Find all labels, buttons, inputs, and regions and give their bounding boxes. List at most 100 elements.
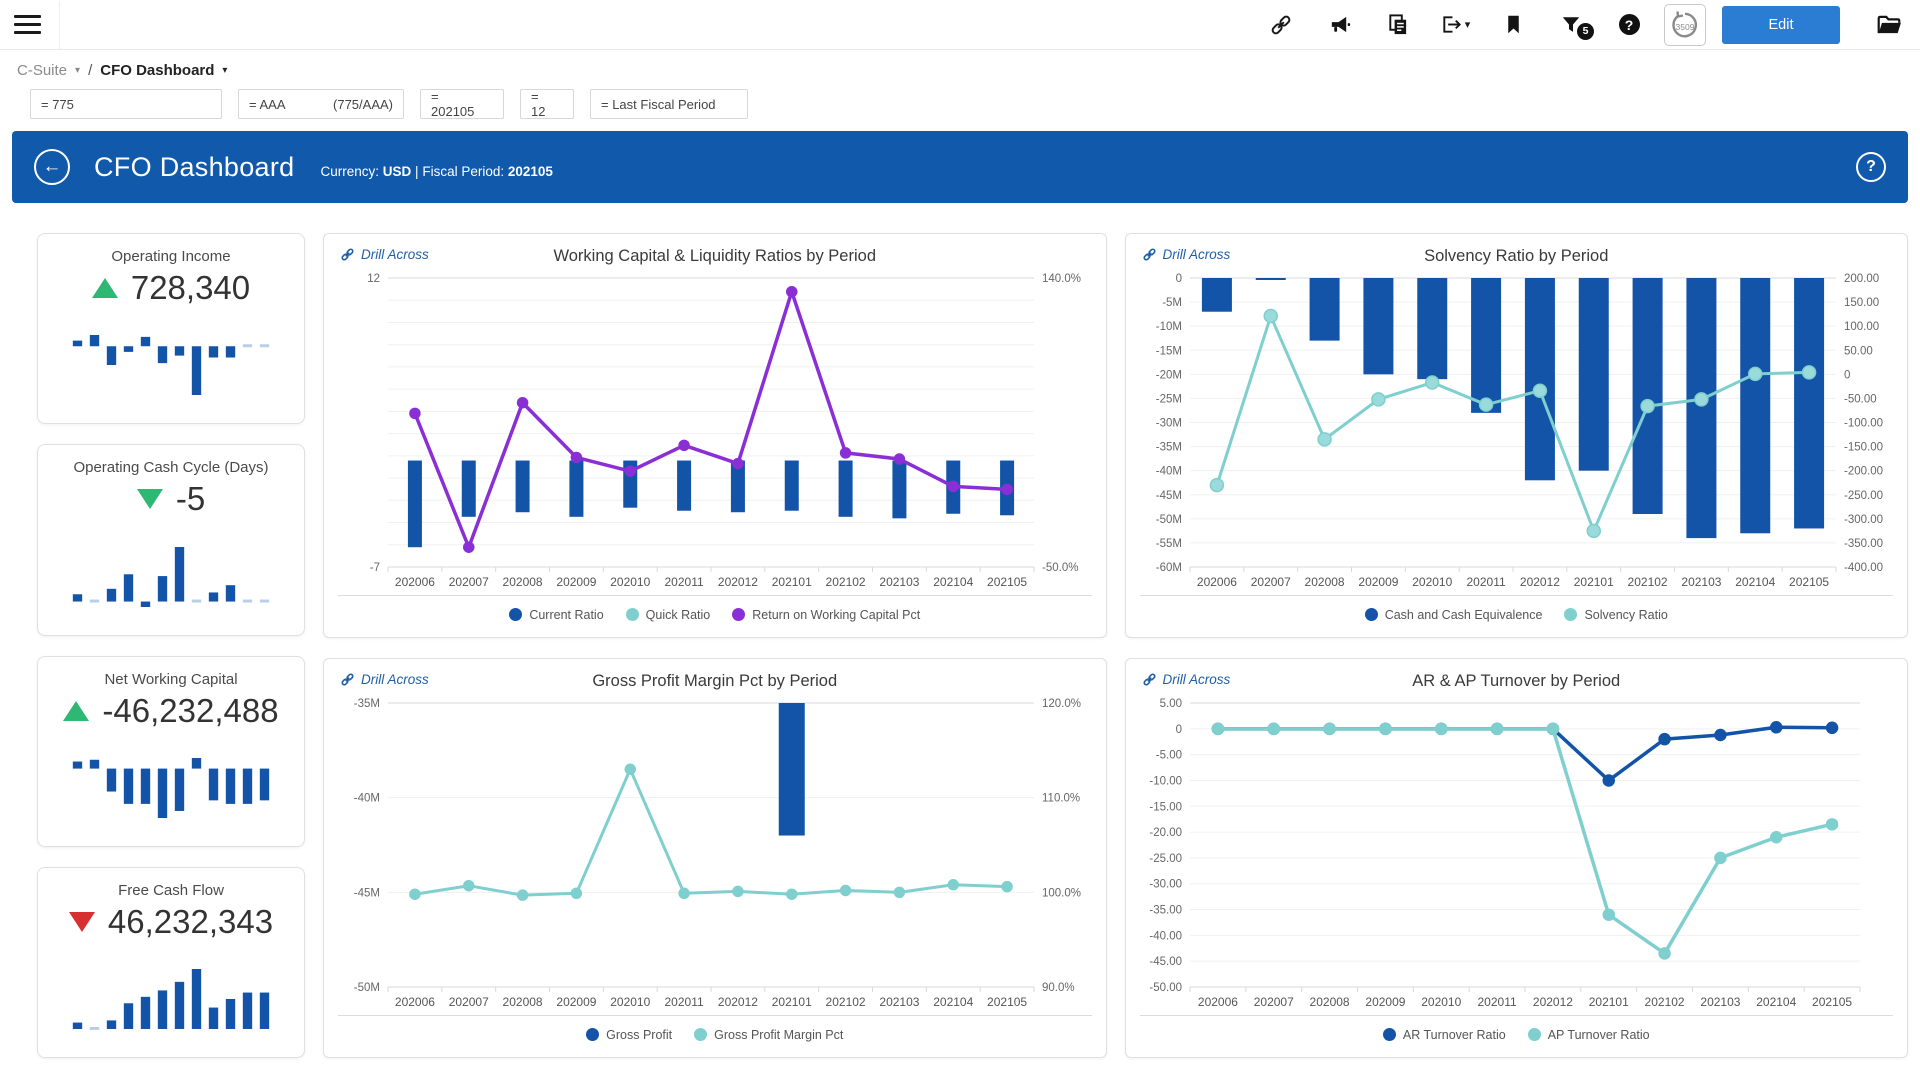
bookmark-button[interactable] — [1496, 8, 1530, 42]
kpi-value: 46,232,343 — [108, 903, 273, 941]
svg-text:202103: 202103 — [1700, 995, 1740, 1009]
filter-chip[interactable]: = 12 — [520, 89, 574, 119]
link-icon — [1142, 672, 1157, 687]
filter-chip[interactable]: = Last Fiscal Period — [590, 89, 748, 119]
svg-text:100.00: 100.00 — [1844, 321, 1879, 333]
svg-text:110.0%: 110.0% — [1042, 793, 1080, 805]
copy-pages-icon — [1386, 13, 1409, 36]
chart-plot[interactable]: -35M-40M-45M-50M120.0%110.0%100.0%90.0%2… — [338, 695, 1092, 1013]
svg-text:202101: 202101 — [772, 995, 812, 1009]
drill-across-link[interactable]: Drill Across — [1142, 672, 1231, 687]
breadcrumb-current[interactable]: CFO Dashboard — [100, 62, 214, 79]
legend-label: Current Ratio — [529, 608, 603, 622]
filter-chip[interactable]: = AAA(775/AAA) — [238, 89, 404, 119]
svg-text:202010: 202010 — [610, 995, 650, 1009]
export-button[interactable]: ▾ — [1438, 8, 1472, 42]
svg-text:-45.00: -45.00 — [1149, 956, 1182, 968]
legend-item[interactable]: Current Ratio — [509, 608, 603, 622]
link-icon — [340, 247, 355, 262]
svg-text:-40M: -40M — [354, 793, 380, 805]
kpi-value: -46,232,488 — [102, 692, 278, 730]
help-icon — [1619, 14, 1640, 35]
legend-item[interactable]: Gross Profit Margin Pct — [694, 1028, 843, 1042]
chart-title: Solvency Ratio by Period — [1140, 247, 1894, 266]
svg-text:-10M: -10M — [1155, 321, 1181, 333]
help-button[interactable] — [1612, 8, 1646, 42]
filter-chip[interactable]: = 775 — [30, 89, 222, 119]
legend-item[interactable]: Quick Ratio — [626, 608, 711, 622]
svg-text:202008: 202008 — [503, 575, 543, 589]
briefcase-button[interactable] — [1872, 8, 1906, 42]
svg-text:-50M: -50M — [354, 982, 380, 994]
svg-text:202011: 202011 — [1477, 995, 1516, 1009]
svg-text:202007: 202007 — [449, 575, 489, 589]
filter-count-badge: 5 — [1577, 23, 1594, 40]
svg-text:-55M: -55M — [1155, 538, 1181, 550]
bookmark-icon — [1503, 14, 1524, 35]
svg-text:0: 0 — [1844, 369, 1850, 381]
legend-label: Cash and Cash Equivalence — [1385, 608, 1543, 622]
copy-report-button[interactable] — [1380, 8, 1414, 42]
svg-text:0: 0 — [1175, 724, 1181, 736]
chart-title: AR & AP Turnover by Period — [1140, 672, 1894, 691]
legend-dot-icon — [1564, 608, 1577, 621]
legend-item[interactable]: Cash and Cash Equivalence — [1365, 608, 1543, 622]
svg-text:140.0%: 140.0% — [1042, 273, 1081, 285]
svg-text:202011: 202011 — [665, 995, 704, 1009]
link-icon — [340, 672, 355, 687]
svg-text:202105: 202105 — [1812, 995, 1852, 1009]
legend-item[interactable]: Solvency Ratio — [1564, 608, 1667, 622]
chart-title: Working Capital & Liquidity Ratios by Pe… — [338, 247, 1092, 266]
drill-across-link[interactable]: Drill Across — [340, 672, 429, 687]
hamburger-menu-icon[interactable] — [14, 15, 41, 34]
chevron-down-icon[interactable] — [222, 65, 227, 76]
kpi-card-operating-cash-cycle[interactable]: Operating Cash Cycle (Days) -5 — [37, 444, 305, 635]
svg-text:202012: 202012 — [1519, 575, 1559, 589]
chart-plot[interactable]: 5.000-5.00-10.00-15.00-20.00-25.00-30.00… — [1140, 695, 1894, 1013]
legend-item[interactable]: AP Turnover Ratio — [1528, 1028, 1650, 1042]
svg-text:202010: 202010 — [1412, 575, 1452, 589]
kpi-sparkline — [69, 967, 273, 1031]
legend-item[interactable]: Gross Profit — [586, 1028, 672, 1042]
svg-text:5.00: 5.00 — [1159, 698, 1181, 710]
toolbar-divider — [59, 1, 60, 49]
chart-plot[interactable]: 0-5M-10M-15M-20M-25M-30M-35M-40M-45M-50M… — [1140, 270, 1894, 593]
chart-panel-solvency-ratio: Drill Across Solvency Ratio by Period 0 -… — [1125, 233, 1909, 638]
legend-label: AR Turnover Ratio — [1403, 1028, 1506, 1042]
svg-text:202008: 202008 — [1309, 995, 1349, 1009]
drill-across-link[interactable]: Drill Across — [340, 247, 429, 262]
kpi-card-free-cash-flow[interactable]: Free Cash Flow 46,232,343 — [37, 867, 305, 1058]
svg-text:202012: 202012 — [718, 995, 758, 1009]
edit-button[interactable]: Edit — [1722, 6, 1840, 44]
legend-dot-icon — [694, 1028, 707, 1041]
share-link-button[interactable] — [1264, 8, 1298, 42]
legend-item[interactable]: AR Turnover Ratio — [1383, 1028, 1506, 1042]
svg-text:202012: 202012 — [718, 575, 758, 589]
kpi-title: Operating Cash Cycle (Days) — [73, 459, 268, 476]
filter-button[interactable]: 5 — [1554, 8, 1588, 42]
svg-text:-45M: -45M — [1155, 490, 1181, 502]
filter-chip[interactable]: = 202105 — [420, 89, 504, 119]
chart-plot[interactable]: 12-7140.0%-50.0%202006202007202008202009… — [338, 270, 1092, 593]
dashboard-grid: Operating Income 728,340 Operating Cash … — [37, 233, 1908, 1058]
drill-across-link[interactable]: Drill Across — [1142, 247, 1231, 262]
banner-help-button[interactable] — [1856, 152, 1886, 182]
dashboard-banner: CFO Dashboard Currency: USD | Fiscal Per… — [12, 131, 1908, 203]
svg-text:202103: 202103 — [879, 995, 919, 1009]
kpi-card-operating-income[interactable]: Operating Income 728,340 — [37, 233, 305, 424]
link-icon — [1142, 247, 1157, 262]
filter-chip-row: = 775 = AAA(775/AAA) = 202105 = 12 = Las… — [0, 81, 1920, 125]
trend-up-icon — [63, 701, 89, 721]
kpi-card-net-working-capital[interactable]: Net Working Capital -46,232,488 — [37, 656, 305, 847]
legend-label: AP Turnover Ratio — [1548, 1028, 1650, 1042]
legend-item[interactable]: Return on Working Capital Pct — [732, 608, 920, 622]
svg-text:-5M: -5M — [1162, 297, 1182, 309]
chevron-down-icon[interactable] — [75, 65, 80, 76]
back-button[interactable] — [34, 149, 70, 185]
svg-text:-50.00: -50.00 — [1844, 393, 1877, 405]
svg-text:202010: 202010 — [1421, 995, 1461, 1009]
svg-text:100.0%: 100.0% — [1042, 887, 1081, 899]
auto-refresh-button[interactable]: 3509 — [1664, 4, 1706, 46]
announcements-button[interactable] — [1322, 8, 1356, 42]
breadcrumb-root[interactable]: C-Suite — [17, 62, 67, 79]
